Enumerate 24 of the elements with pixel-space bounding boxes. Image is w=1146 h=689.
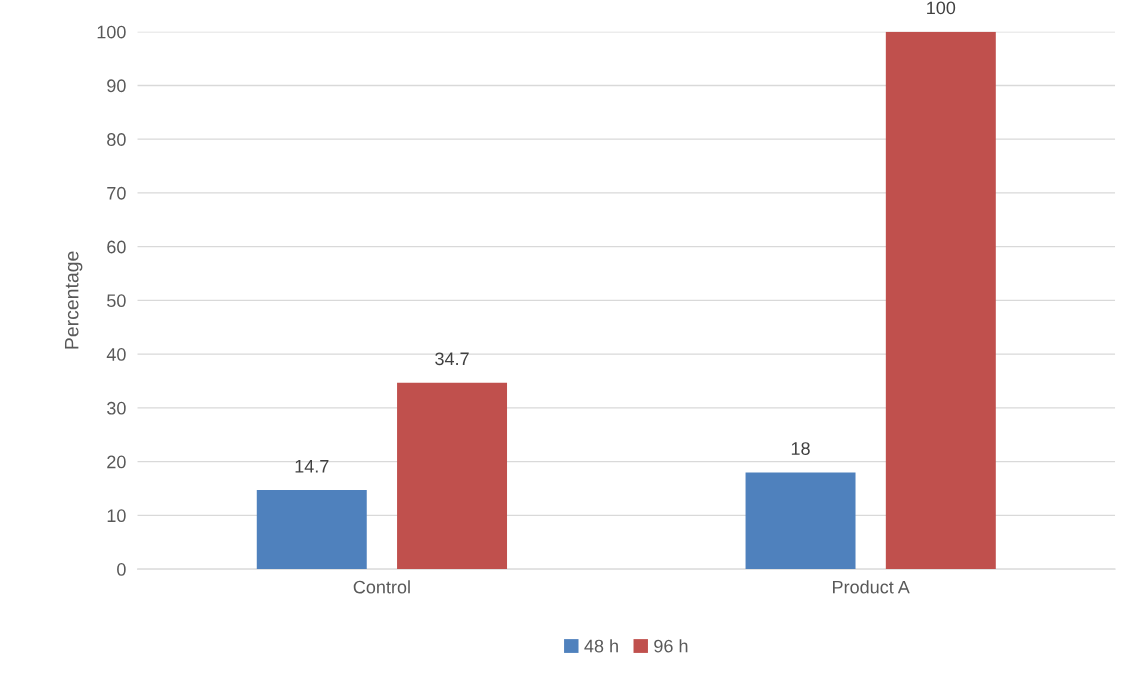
y-tick-label: 70: [107, 186, 126, 200]
x-tick-label: Product A: [833, 580, 910, 594]
data-label: 14.7: [295, 460, 329, 473]
legend-label: 48 h: [584, 639, 618, 653]
y-axis-title: Percentage: [64, 251, 83, 349]
y-tick-label: 80: [107, 133, 126, 146]
y-tick-label: 10: [107, 509, 126, 523]
legend-label: 96 h: [654, 639, 688, 653]
y-tick-label: 30: [107, 401, 126, 415]
bar: [745, 472, 856, 570]
y-tick-label: 0: [117, 563, 126, 576]
y-tick-label: 100: [97, 25, 126, 39]
bar: [885, 31, 996, 570]
y-tick-label: 50: [107, 294, 126, 308]
y-tick-label: 90: [107, 79, 126, 93]
x-tick-label: Control: [353, 580, 410, 594]
data-label: 100: [927, 1, 956, 15]
bar: [256, 490, 367, 570]
y-tick-label: 40: [106, 348, 126, 361]
bar: [397, 382, 508, 570]
y-tick-label: 20: [107, 455, 126, 469]
data-label: 18: [791, 442, 810, 455]
data-label: 34.7: [435, 352, 469, 366]
y-tick-label: 60: [107, 240, 126, 254]
